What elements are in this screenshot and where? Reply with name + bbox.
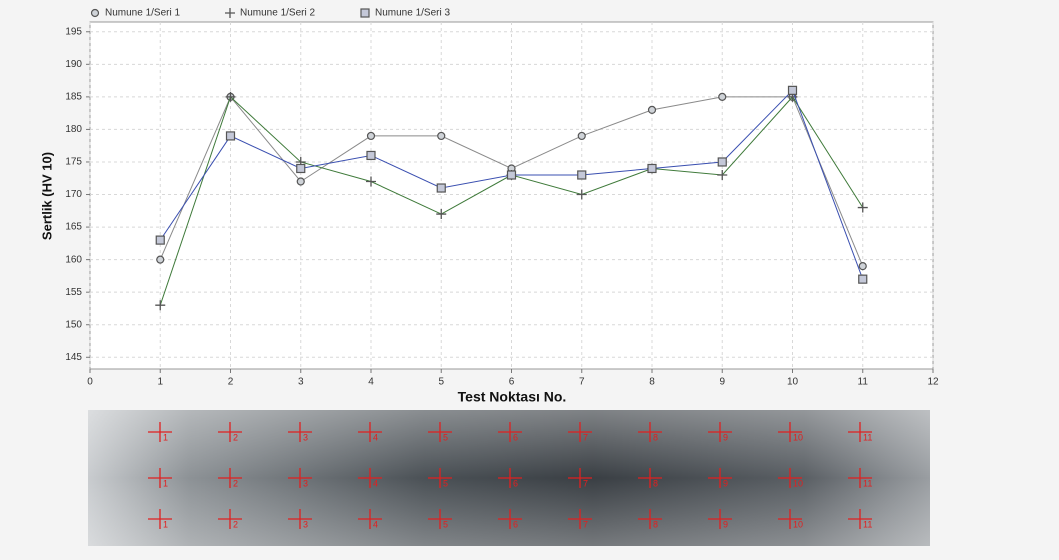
marker xyxy=(859,275,867,283)
indent-label: 3 xyxy=(303,432,308,442)
indent-label: 10 xyxy=(793,432,803,442)
x-tick-label: 9 xyxy=(719,377,725,388)
marker xyxy=(227,132,235,140)
indent-label: 8 xyxy=(653,432,658,442)
indent-label: 6 xyxy=(513,519,518,529)
y-tick-label: 185 xyxy=(65,92,82,103)
indent-label: 5 xyxy=(443,519,448,529)
marker xyxy=(438,132,445,139)
indent-label: 2 xyxy=(233,519,238,529)
y-tick-label: 170 xyxy=(65,189,82,200)
legend-marker xyxy=(92,10,99,17)
marker xyxy=(578,132,585,139)
marker xyxy=(156,236,164,244)
y-tick-label: 165 xyxy=(65,222,82,233)
indent-label: 11 xyxy=(863,519,872,529)
y-tick-label: 195 xyxy=(65,26,82,37)
marker xyxy=(719,93,726,100)
indent-label: 3 xyxy=(303,519,308,529)
indent-label: 10 xyxy=(793,478,803,488)
marker xyxy=(297,178,304,185)
indent-label: 10 xyxy=(793,519,803,529)
marker xyxy=(157,256,164,263)
indent-label: 7 xyxy=(583,519,588,529)
indent-label: 5 xyxy=(443,478,448,488)
indent-label: 6 xyxy=(513,478,518,488)
y-tick-label: 190 xyxy=(65,59,82,70)
x-axis-title: Test Noktası No. xyxy=(458,389,567,405)
indent-label: 11 xyxy=(863,432,872,442)
indent-label: 3 xyxy=(303,478,308,488)
x-tick-label: 10 xyxy=(787,377,799,388)
indent-label: 6 xyxy=(513,432,518,442)
marker xyxy=(367,151,375,159)
marker xyxy=(508,171,516,179)
marker xyxy=(649,106,656,113)
legend-label: Numune 1/Seri 1 xyxy=(105,8,180,19)
marker xyxy=(859,263,866,270)
y-tick-label: 160 xyxy=(65,254,82,265)
indent-label: 4 xyxy=(373,478,378,488)
chart: Test Noktası No. Sertlik (HV 10) 1451501… xyxy=(0,0,1059,560)
x-tick-label: 2 xyxy=(228,377,234,388)
indent-label: 9 xyxy=(723,432,728,442)
y-tick-label: 180 xyxy=(65,124,82,135)
marker xyxy=(648,164,656,172)
x-tick-label: 7 xyxy=(579,377,585,388)
x-tick-label: 12 xyxy=(927,377,939,388)
x-tick-label: 0 xyxy=(87,377,93,388)
marker xyxy=(437,184,445,192)
indent-label: 2 xyxy=(233,432,238,442)
indent-label: 1 xyxy=(163,432,168,442)
indent-label: 4 xyxy=(373,519,378,529)
indent-label: 5 xyxy=(443,432,448,442)
x-tick-label: 4 xyxy=(368,377,374,388)
indent-label: 2 xyxy=(233,478,238,488)
indent-label: 9 xyxy=(723,478,728,488)
y-tick-label: 150 xyxy=(65,319,82,330)
indent-label: 7 xyxy=(583,478,588,488)
x-tick-label: 11 xyxy=(858,377,869,388)
marker xyxy=(368,132,375,139)
y-tick-label: 175 xyxy=(65,157,82,168)
legend-label: Numune 1/Seri 3 xyxy=(375,8,450,19)
indent-label: 4 xyxy=(373,432,378,442)
indent-label: 9 xyxy=(723,519,728,529)
indent-label: 8 xyxy=(653,478,658,488)
x-tick-label: 5 xyxy=(438,377,444,388)
indent-label: 1 xyxy=(163,519,168,529)
y-axis-title: Sertlik (HV 10) xyxy=(39,152,54,240)
marker xyxy=(718,158,726,166)
x-tick-label: 1 xyxy=(157,377,163,388)
indent-label: 1 xyxy=(163,478,168,488)
marker xyxy=(297,164,305,172)
marker xyxy=(578,171,586,179)
legend-marker xyxy=(361,9,369,17)
marker xyxy=(789,86,797,94)
indent-label: 11 xyxy=(863,478,872,488)
y-tick-label: 155 xyxy=(65,287,82,298)
indent-label: 7 xyxy=(583,432,588,442)
indent-label: 8 xyxy=(653,519,658,529)
x-tick-label: 3 xyxy=(298,377,304,388)
y-tick-label: 145 xyxy=(65,352,82,363)
legend-label: Numune 1/Seri 2 xyxy=(240,8,315,19)
x-tick-label: 6 xyxy=(509,377,515,388)
x-tick-label: 8 xyxy=(649,377,655,388)
